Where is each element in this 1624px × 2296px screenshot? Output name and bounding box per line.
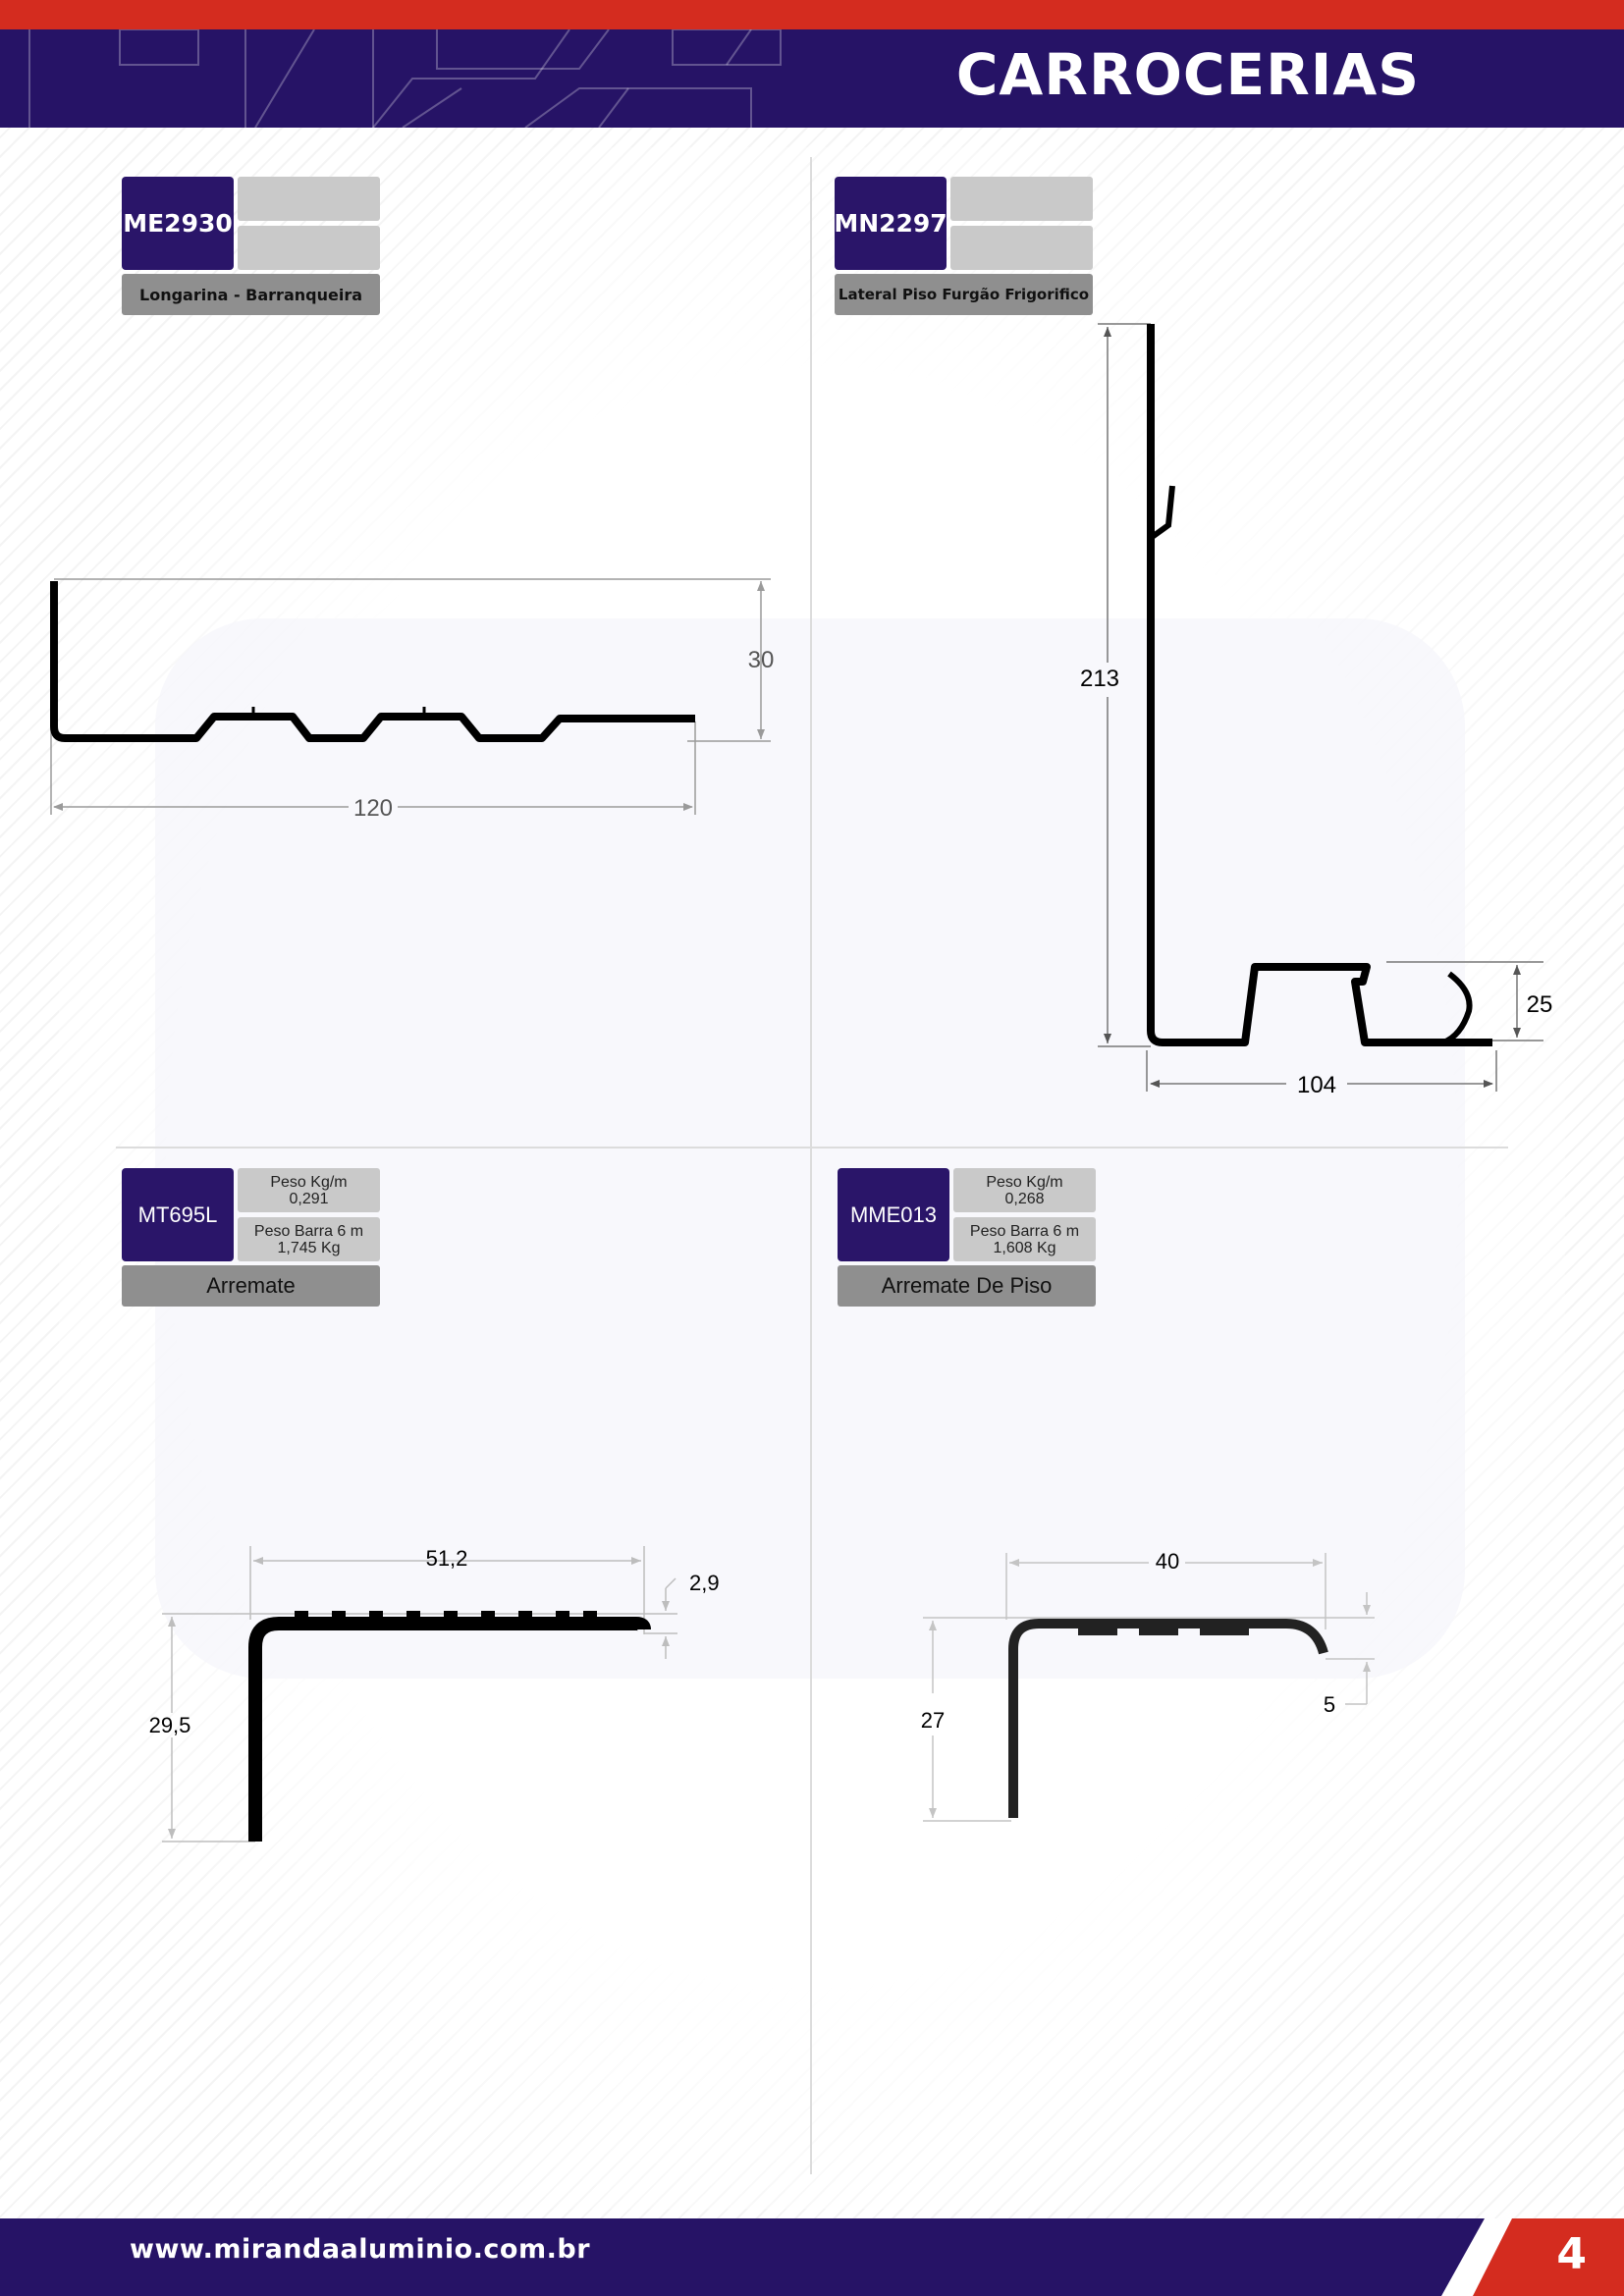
vertical-divider — [810, 157, 812, 2174]
horizontal-divider — [116, 1147, 1508, 1148]
dimension-width: 104 — [1297, 1072, 1336, 1098]
info-box-bottom — [950, 226, 1093, 270]
info-label: Peso Kg/m — [270, 1173, 348, 1191]
dimension-width: 51,2 — [426, 1546, 468, 1571]
info-value: 1,608 Kg — [993, 1239, 1056, 1256]
header-circuit-decoration — [28, 29, 782, 128]
profile-mt695l-drawing: 51,2 2,9 29,5 — [149, 1546, 720, 1842]
page-title: CARROCERIAS — [955, 41, 1420, 108]
profile-mn2297-drawing: 213 25 104 — [1080, 323, 1553, 1098]
info-box-top — [238, 177, 380, 221]
website-link[interactable]: www.mirandaaluminio.com.br — [130, 2234, 591, 2265]
info-value: 0,291 — [289, 1190, 329, 1207]
info-label: Peso Barra 6 m — [253, 1222, 364, 1240]
info-box-bottom: Peso Barra 6 m 1,608 Kg — [953, 1217, 1096, 1261]
product-name: Arremate De Piso — [838, 1265, 1096, 1307]
dimension-height: 29,5 — [149, 1713, 191, 1737]
dimension-lip: 5 — [1324, 1692, 1335, 1717]
product-name: Arremate — [122, 1265, 380, 1307]
profile-mme013-drawing: 40 27 5 — [921, 1549, 1375, 1822]
footer-bar: www.mirandaaluminio.com.br — [0, 2218, 1624, 2296]
product-code: ME2930 — [122, 177, 234, 270]
info-box-top: Peso Kg/m 0,291 — [238, 1168, 380, 1212]
dimension-height: 30 — [748, 647, 775, 673]
info-value: 1,745 Kg — [277, 1239, 341, 1256]
info-box-bottom — [238, 226, 380, 270]
info-box-bottom: Peso Barra 6 m 1,745 Kg — [238, 1217, 380, 1261]
dimension-height: 27 — [921, 1708, 945, 1733]
product-name: Lateral Piso Furgão Frigorifico — [835, 274, 1093, 315]
info-box-top: Peso Kg/m 0,268 — [953, 1168, 1096, 1212]
info-label: Peso Kg/m — [986, 1173, 1063, 1191]
header-bar: CARROCERIAS — [0, 29, 1624, 128]
dimension-height: 213 — [1080, 666, 1119, 692]
dimension-width: 120 — [353, 795, 393, 822]
info-value: 0,268 — [1004, 1190, 1045, 1207]
product-name: Longarina - Barranqueira — [122, 274, 380, 315]
dimension-thickness: 2,9 — [689, 1571, 720, 1595]
product-code: MN2297 — [834, 177, 947, 270]
dimension-lip: 25 — [1527, 991, 1553, 1018]
product-code: MME013 — [838, 1168, 949, 1261]
dimension-width: 40 — [1156, 1549, 1179, 1574]
page-number: 4 — [1556, 2229, 1587, 2279]
profile-me2930-drawing: 30 120 — [50, 578, 775, 822]
product-code: MT695L — [122, 1168, 234, 1261]
info-box-top — [950, 177, 1093, 221]
header-red-stripe — [0, 0, 1624, 29]
info-label: Peso Barra 6 m — [969, 1222, 1080, 1240]
